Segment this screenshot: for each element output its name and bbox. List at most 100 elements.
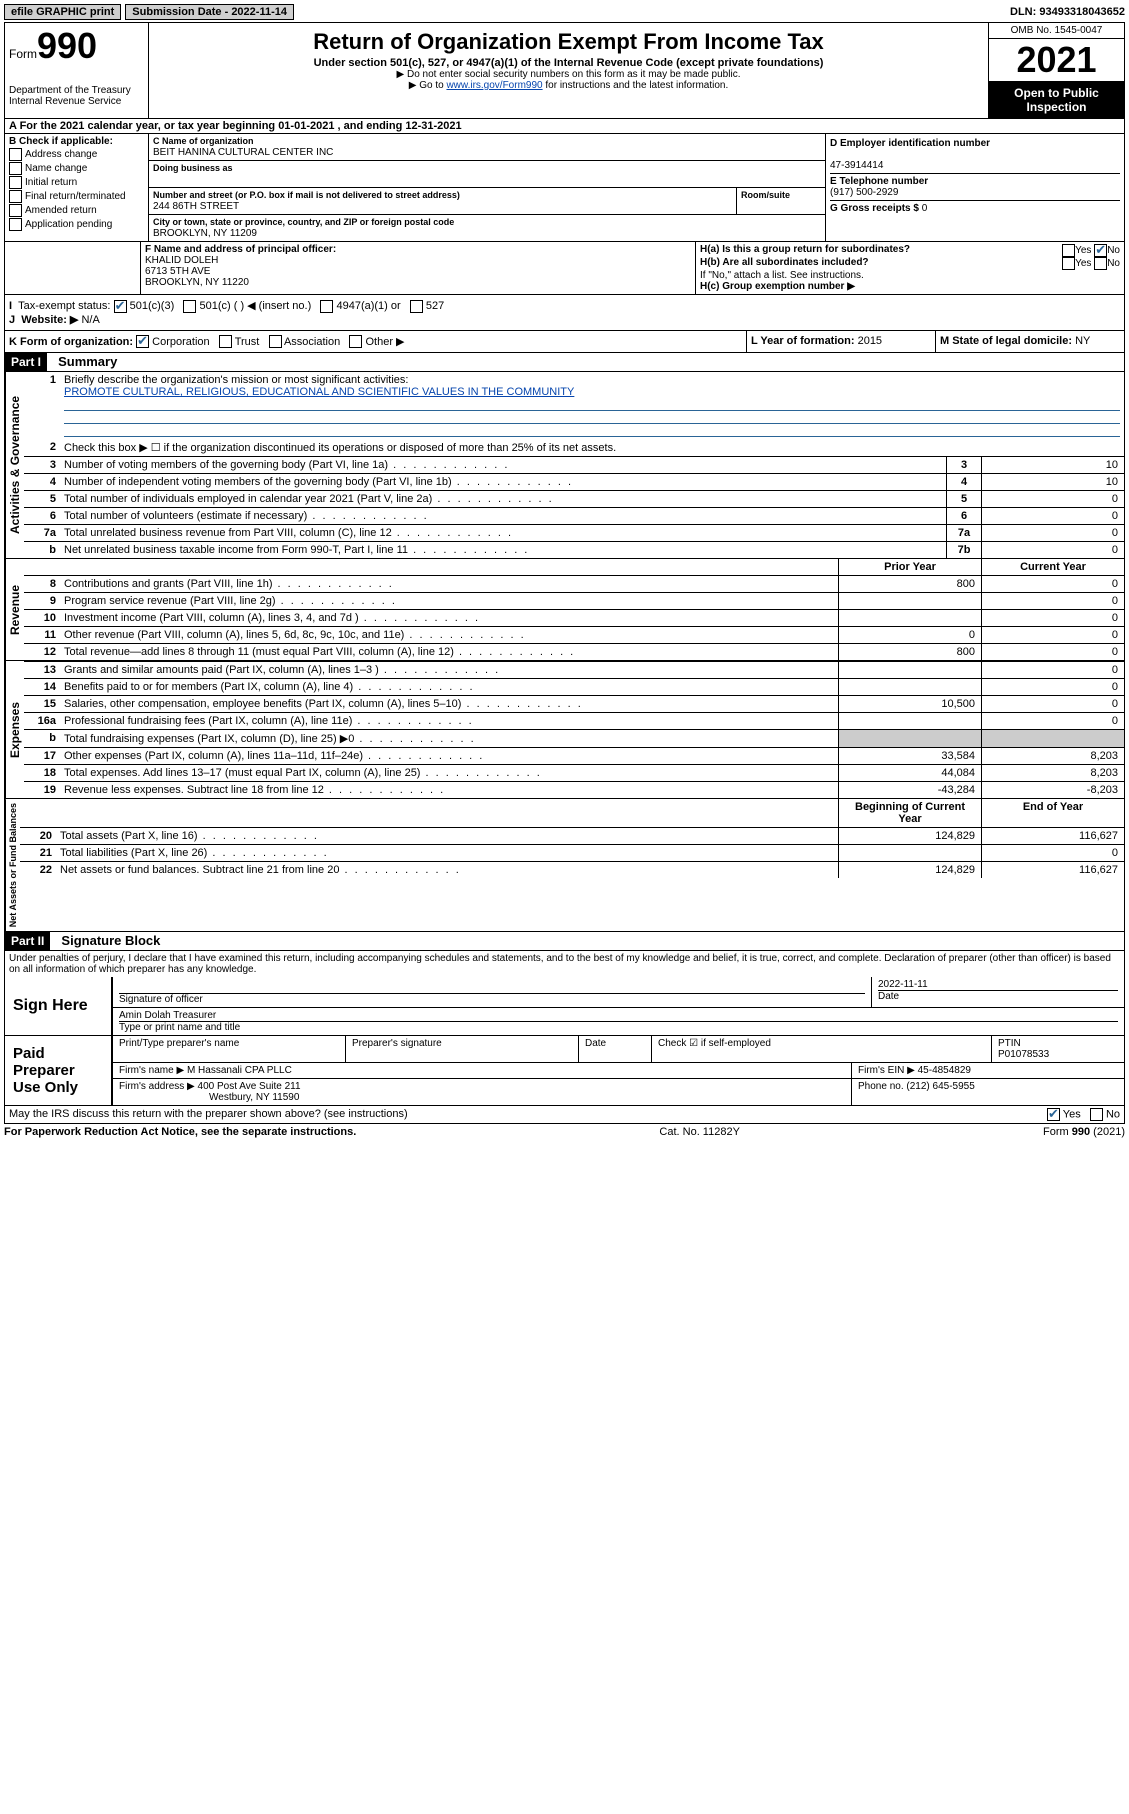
current-value: 0 [981, 845, 1124, 861]
checkbox-501c[interactable] [183, 300, 196, 313]
col-end-year: End of Year [981, 799, 1124, 827]
prior-value: 33,584 [838, 748, 981, 764]
opt-trust: Trust [235, 336, 260, 348]
prior-value: 44,084 [838, 765, 981, 781]
line-text: Total number of individuals employed in … [60, 491, 946, 507]
checkbox-irs-yes[interactable] [1047, 1108, 1060, 1121]
line-num: b [24, 730, 60, 747]
checkbox-501c3[interactable] [114, 300, 127, 313]
col-begin-year: Beginning of Current Year [838, 799, 981, 827]
ha-yes-label: Yes [1075, 245, 1091, 256]
line-text: Other expenses (Part IX, column (A), lin… [60, 748, 838, 764]
domicile-label: M State of legal domicile: [940, 335, 1072, 347]
line-text: Total fundraising expenses (Part IX, col… [60, 730, 838, 747]
line-num: 14 [24, 679, 60, 695]
checkbox-4947[interactable] [320, 300, 333, 313]
line-text: Benefits paid to or for members (Part IX… [60, 679, 838, 695]
label-final-return: Final return/terminated [25, 191, 126, 202]
officer-name-label: Type or print name and title [119, 1021, 1118, 1033]
label-application-pending: Application pending [25, 219, 112, 230]
line-num: 20 [20, 828, 56, 844]
checkbox-application-pending[interactable] [9, 218, 22, 231]
gross-receipts-label: G Gross receipts $ [830, 203, 919, 214]
opt-corporation: Corporation [152, 336, 209, 348]
form-subtitle: Under section 501(c), 527, or 4947(a)(1)… [153, 57, 984, 69]
hb-yes-label: Yes [1075, 258, 1091, 269]
gross-receipts-value: 0 [922, 203, 928, 214]
firm-name-label: Firm's name ▶ [119, 1065, 184, 1076]
efile-print-button[interactable]: efile GRAPHIC print [4, 4, 121, 20]
vert-label-expenses: Expenses [5, 661, 24, 798]
checkbox-corporation[interactable] [136, 335, 149, 348]
checkbox-other[interactable] [349, 335, 362, 348]
line-num: 6 [24, 508, 60, 524]
note-no-ssn: ▶ Do not enter social security numbers o… [153, 69, 984, 80]
line-num: 15 [24, 696, 60, 712]
q1-label: Briefly describe the organization's miss… [64, 374, 408, 386]
checkbox-final-return[interactable] [9, 190, 22, 203]
footer-cat-no: Cat. No. 11282Y [659, 1126, 740, 1138]
irs-form990-link[interactable]: www.irs.gov/Form990 [446, 80, 542, 91]
sig-date-label: Date [878, 990, 1118, 1002]
checkbox-527[interactable] [410, 300, 423, 313]
part1-title: Summary [50, 354, 117, 369]
current-value: -8,203 [981, 782, 1124, 798]
checkbox-hb-no[interactable] [1094, 257, 1107, 270]
label-initial-return: Initial return [25, 177, 77, 188]
section-b-title: B Check if applicable: [9, 136, 113, 147]
line-num: 3 [24, 457, 60, 473]
line-num: 16a [24, 713, 60, 729]
checkbox-name-change[interactable] [9, 162, 22, 175]
city-label: City or town, state or province, country… [153, 217, 454, 227]
line-value: 0 [981, 491, 1124, 507]
line-box: 3 [946, 457, 981, 473]
checkbox-irs-no[interactable] [1090, 1108, 1103, 1121]
year-formation-value: 2015 [858, 335, 882, 347]
pp-sig-label: Preparer's signature [345, 1036, 578, 1062]
line-box: 5 [946, 491, 981, 507]
checkbox-trust[interactable] [219, 335, 232, 348]
vert-label-revenue: Revenue [5, 559, 24, 660]
checkbox-address-change[interactable] [9, 148, 22, 161]
line-text: Total revenue—add lines 8 through 11 (mu… [60, 644, 838, 660]
mission-text[interactable]: PROMOTE CULTURAL, RELIGIOUS, EDUCATIONAL… [64, 386, 574, 398]
sig-date-value: 2022-11-11 [878, 979, 1118, 990]
opt-501c3: 501(c)(3) [130, 300, 175, 312]
line-num: 9 [24, 593, 60, 609]
checkbox-hb-yes[interactable] [1062, 257, 1075, 270]
prior-value [838, 593, 981, 609]
dba-label: Doing business as [153, 163, 233, 173]
phone-label: E Telephone number [830, 176, 928, 187]
prior-value: 124,829 [838, 862, 981, 878]
checkbox-amended-return[interactable] [9, 204, 22, 217]
website-value: N/A [81, 314, 99, 326]
checkbox-ha-no[interactable] [1094, 244, 1107, 257]
current-value: 0 [981, 627, 1124, 643]
part2-header: Part II [5, 932, 50, 950]
footer-right: Form 990 (2021) [1043, 1126, 1125, 1138]
checkbox-association[interactable] [269, 335, 282, 348]
officer-printed-name: Amin Dolah Treasurer [119, 1010, 1118, 1021]
submission-date-button[interactable]: Submission Date - 2022-11-14 [125, 4, 294, 20]
paid-preparer-label: Paid Preparer Use Only [5, 1036, 111, 1105]
ha-no-label: No [1107, 245, 1120, 256]
year-formation-label: L Year of formation: [751, 335, 855, 347]
form-title: Return of Organization Exempt From Incom… [153, 29, 984, 55]
line-num: 18 [24, 765, 60, 781]
current-value: 0 [981, 696, 1124, 712]
checkbox-ha-yes[interactable] [1062, 244, 1075, 257]
current-value: 8,203 [981, 748, 1124, 764]
line-text: Investment income (Part VIII, column (A)… [60, 610, 838, 626]
line-num: 22 [20, 862, 56, 878]
note-goto-post: for instructions and the latest informat… [543, 80, 729, 91]
line-text: Revenue less expenses. Subtract line 18 … [60, 782, 838, 798]
line-text: Number of independent voting members of … [60, 474, 946, 490]
line-value: 10 [981, 457, 1124, 473]
prior-value: 124,829 [838, 828, 981, 844]
room-label: Room/suite [741, 190, 790, 200]
opt-4947: 4947(a)(1) or [336, 300, 400, 312]
checkbox-initial-return[interactable] [9, 176, 22, 189]
dept-label: Department of the Treasury [9, 85, 144, 96]
note-goto-pre: ▶ Go to [409, 80, 447, 91]
line-text: Net unrelated business taxable income fr… [60, 542, 946, 558]
